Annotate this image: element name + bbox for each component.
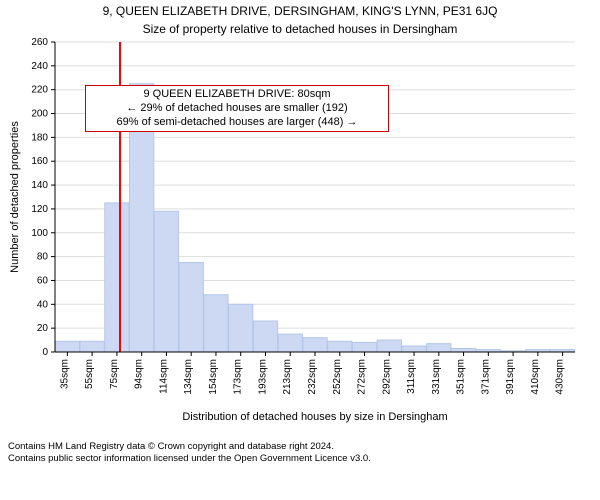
address-title: 9, QUEEN ELIZABETH DRIVE, DERSINGHAM, KI…	[0, 0, 600, 20]
callout-line1: 9 QUEEN ELIZABETH DRIVE: 80sqm	[92, 88, 382, 102]
x-tick-label: 213sqm	[282, 359, 293, 395]
x-tick-label: 252sqm	[332, 359, 343, 395]
x-tick-label: 55sqm	[84, 359, 95, 389]
histogram-bar	[377, 340, 401, 352]
histogram-bar	[352, 343, 376, 353]
svg-text:200: 200	[31, 109, 48, 120]
chart-area: 0 20 40 60 80 100 120 140 160 180 200 220 240 260 35sq…	[0, 37, 600, 437]
y-axis-label: Number of detached properties	[9, 121, 21, 273]
x-tick-label: 272sqm	[357, 359, 368, 395]
svg-text:40: 40	[37, 299, 49, 310]
x-tick-label: 193sqm	[257, 359, 268, 395]
histogram-bar	[55, 341, 79, 352]
x-tick-label: 292sqm	[381, 359, 392, 395]
footer-line2: Contains public sector information licen…	[8, 453, 592, 465]
x-tick-label: 430sqm	[555, 359, 566, 395]
x-tick-label: 371sqm	[480, 359, 491, 395]
footer-attribution: Contains HM Land Registry data © Crown c…	[0, 437, 600, 465]
x-tick-label: 75sqm	[109, 359, 120, 389]
histogram-bar	[451, 349, 475, 353]
histogram-bar	[105, 203, 129, 352]
histogram-bar	[402, 346, 426, 352]
x-tick-label: 391sqm	[505, 359, 516, 395]
callout-box: 9 QUEEN ELIZABETH DRIVE: 80sqm ← 29% of …	[85, 85, 389, 132]
footer-line1: Contains HM Land Registry data © Crown c…	[8, 441, 592, 453]
histogram-bar	[328, 341, 352, 352]
svg-text:80: 80	[37, 252, 49, 263]
x-tick-label: 311sqm	[406, 359, 417, 394]
histogram-bar	[278, 334, 302, 352]
x-tick-label: 331sqm	[431, 359, 442, 395]
histogram-bar	[179, 263, 203, 352]
chart-subtitle: Size of property relative to detached ho…	[0, 20, 600, 38]
histogram-bar	[303, 338, 327, 352]
histogram-bar	[154, 211, 178, 352]
x-tick-label: 134sqm	[183, 359, 194, 395]
x-tick-label: 173sqm	[233, 359, 244, 395]
x-tick-label: 232sqm	[307, 359, 318, 395]
svg-text:100: 100	[31, 228, 48, 239]
x-tick-label: 94sqm	[134, 359, 145, 389]
svg-text:120: 120	[31, 204, 48, 215]
x-tick-label: 35sqm	[59, 359, 70, 389]
svg-text:260: 260	[31, 37, 48, 48]
svg-text:160: 160	[31, 156, 48, 167]
x-tick-label: 410sqm	[530, 359, 541, 395]
svg-text:180: 180	[31, 133, 48, 144]
x-tick-label: 114sqm	[158, 359, 169, 394]
x-tick-label: 351sqm	[456, 359, 467, 395]
title-block: 9, QUEEN ELIZABETH DRIVE, DERSINGHAM, KI…	[0, 0, 600, 37]
svg-text:240: 240	[31, 61, 48, 72]
histogram-bar	[253, 321, 277, 352]
x-axis-label: Distribution of detached houses by size …	[182, 411, 447, 423]
callout-line3: 69% of semi-detached houses are larger (…	[92, 116, 382, 130]
callout-line2: ← 29% of detached houses are smaller (19…	[92, 102, 382, 116]
svg-text:60: 60	[37, 276, 49, 287]
histogram-bar	[80, 341, 104, 352]
svg-text:140: 140	[31, 180, 48, 191]
histogram-bar	[229, 304, 253, 352]
svg-text:220: 220	[31, 85, 48, 96]
svg-text:0: 0	[42, 347, 48, 358]
histogram-bar	[204, 295, 228, 352]
svg-text:20: 20	[37, 323, 49, 334]
x-tick-label: 154sqm	[208, 359, 219, 395]
histogram-bar	[427, 344, 451, 352]
